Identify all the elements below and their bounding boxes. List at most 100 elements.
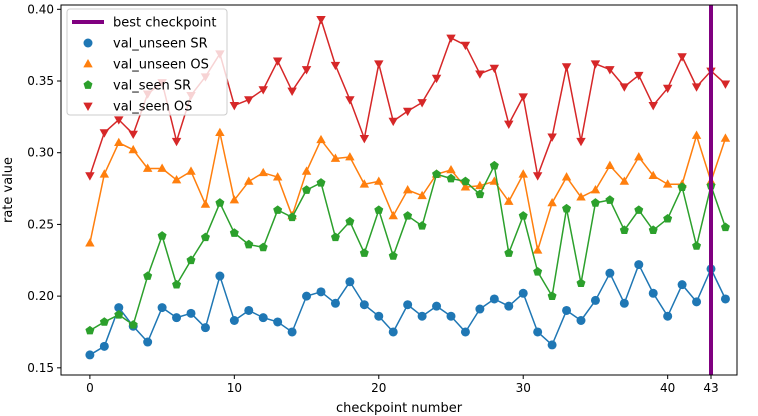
data-point (302, 291, 312, 301)
data-point (258, 167, 268, 177)
data-point (157, 303, 167, 313)
plot-area (85, 5, 731, 375)
data-point (172, 279, 182, 289)
data-point (403, 211, 413, 220)
data-point (157, 163, 167, 172)
data-point (114, 116, 124, 125)
data-point (518, 288, 528, 298)
data-point (692, 241, 702, 250)
data-point (504, 196, 514, 205)
data-point (634, 71, 644, 81)
data-point (576, 137, 586, 147)
data-point (562, 305, 572, 315)
data-point (114, 137, 124, 147)
data-point (576, 278, 586, 288)
data-point (662, 84, 673, 94)
data-point (99, 169, 110, 178)
data-point (619, 298, 629, 308)
data-point (417, 190, 427, 200)
data-point (532, 245, 543, 254)
data-point (691, 83, 702, 92)
data-point (663, 213, 673, 223)
data-point (99, 317, 109, 326)
legend-marker (83, 102, 93, 111)
data-point (172, 313, 182, 323)
data-point (302, 185, 312, 194)
data-point (244, 305, 254, 315)
data-point (330, 232, 340, 242)
data-point (186, 308, 196, 318)
data-point (301, 66, 312, 75)
x-tick-label: 10 (227, 381, 242, 395)
legend-label: best checkpoint (113, 16, 216, 31)
data-point (691, 130, 702, 139)
data-point (648, 102, 658, 111)
legend-box (66, 8, 228, 116)
series-2 (85, 160, 730, 335)
data-point (547, 197, 557, 207)
data-point (634, 152, 644, 161)
data-point (634, 260, 644, 270)
data-point (677, 182, 687, 191)
data-point (99, 341, 109, 351)
data-point (590, 60, 601, 69)
legend: best checkpoint val_unseen SR val_unseen O… (66, 8, 228, 116)
data-point (273, 317, 283, 327)
data-point (605, 268, 615, 278)
data-point (171, 175, 182, 184)
data-point (330, 61, 341, 71)
data-point (562, 203, 572, 213)
data-point (533, 327, 543, 337)
data-point (489, 64, 500, 74)
legend-label: val_unseen SR (113, 37, 208, 52)
data-point (272, 57, 283, 66)
data-point (142, 163, 153, 172)
data-point (475, 70, 485, 79)
data-point (316, 134, 326, 144)
data-point (561, 63, 572, 72)
data-point (359, 300, 369, 310)
data-point (287, 87, 297, 96)
data-point (359, 179, 370, 188)
data-point (345, 96, 355, 105)
data-point (663, 311, 673, 321)
data-point (720, 294, 730, 304)
axes: 0 10 20 30 40 43 0.15 0.20 0.25 0.30 0.35 0.40 (27, 2, 738, 395)
data-point (648, 288, 658, 298)
data-point (200, 232, 210, 242)
x-tick-label: 30 (516, 381, 531, 395)
data-point (345, 152, 355, 161)
legend-label: val_seen OS (113, 100, 192, 115)
data-point (417, 99, 427, 108)
data-point (532, 172, 543, 181)
data-point (200, 323, 210, 333)
legend-entry-1: val_unseen SR (83, 37, 208, 52)
data-point (460, 327, 470, 337)
data-point (287, 327, 297, 337)
data-point (518, 211, 528, 220)
data-point (677, 280, 687, 290)
legend-label: val_unseen OS (113, 58, 209, 73)
data-point (475, 180, 485, 190)
legend-entry-3: val_seen SR (83, 79, 191, 94)
y-tick-label: 0.35 (27, 74, 54, 88)
data-point (619, 83, 630, 92)
y-tick-label: 0.40 (27, 2, 54, 16)
data-point (576, 316, 586, 326)
y-tick-label: 0.15 (27, 361, 54, 375)
data-point (619, 176, 630, 185)
y-axis-label: rate value (1, 157, 16, 223)
data-point (432, 169, 442, 179)
series-0 (85, 260, 730, 360)
data-point (330, 153, 341, 162)
data-point (388, 210, 398, 220)
data-point (114, 310, 124, 319)
x-tick-label: 0 (86, 381, 94, 395)
x-tick-label: 40 (660, 381, 675, 395)
data-point (128, 144, 138, 154)
data-point (287, 212, 297, 222)
data-point (634, 205, 644, 214)
data-point (171, 137, 182, 147)
legend-label: val_seen SR (113, 79, 191, 94)
data-point (662, 179, 673, 188)
